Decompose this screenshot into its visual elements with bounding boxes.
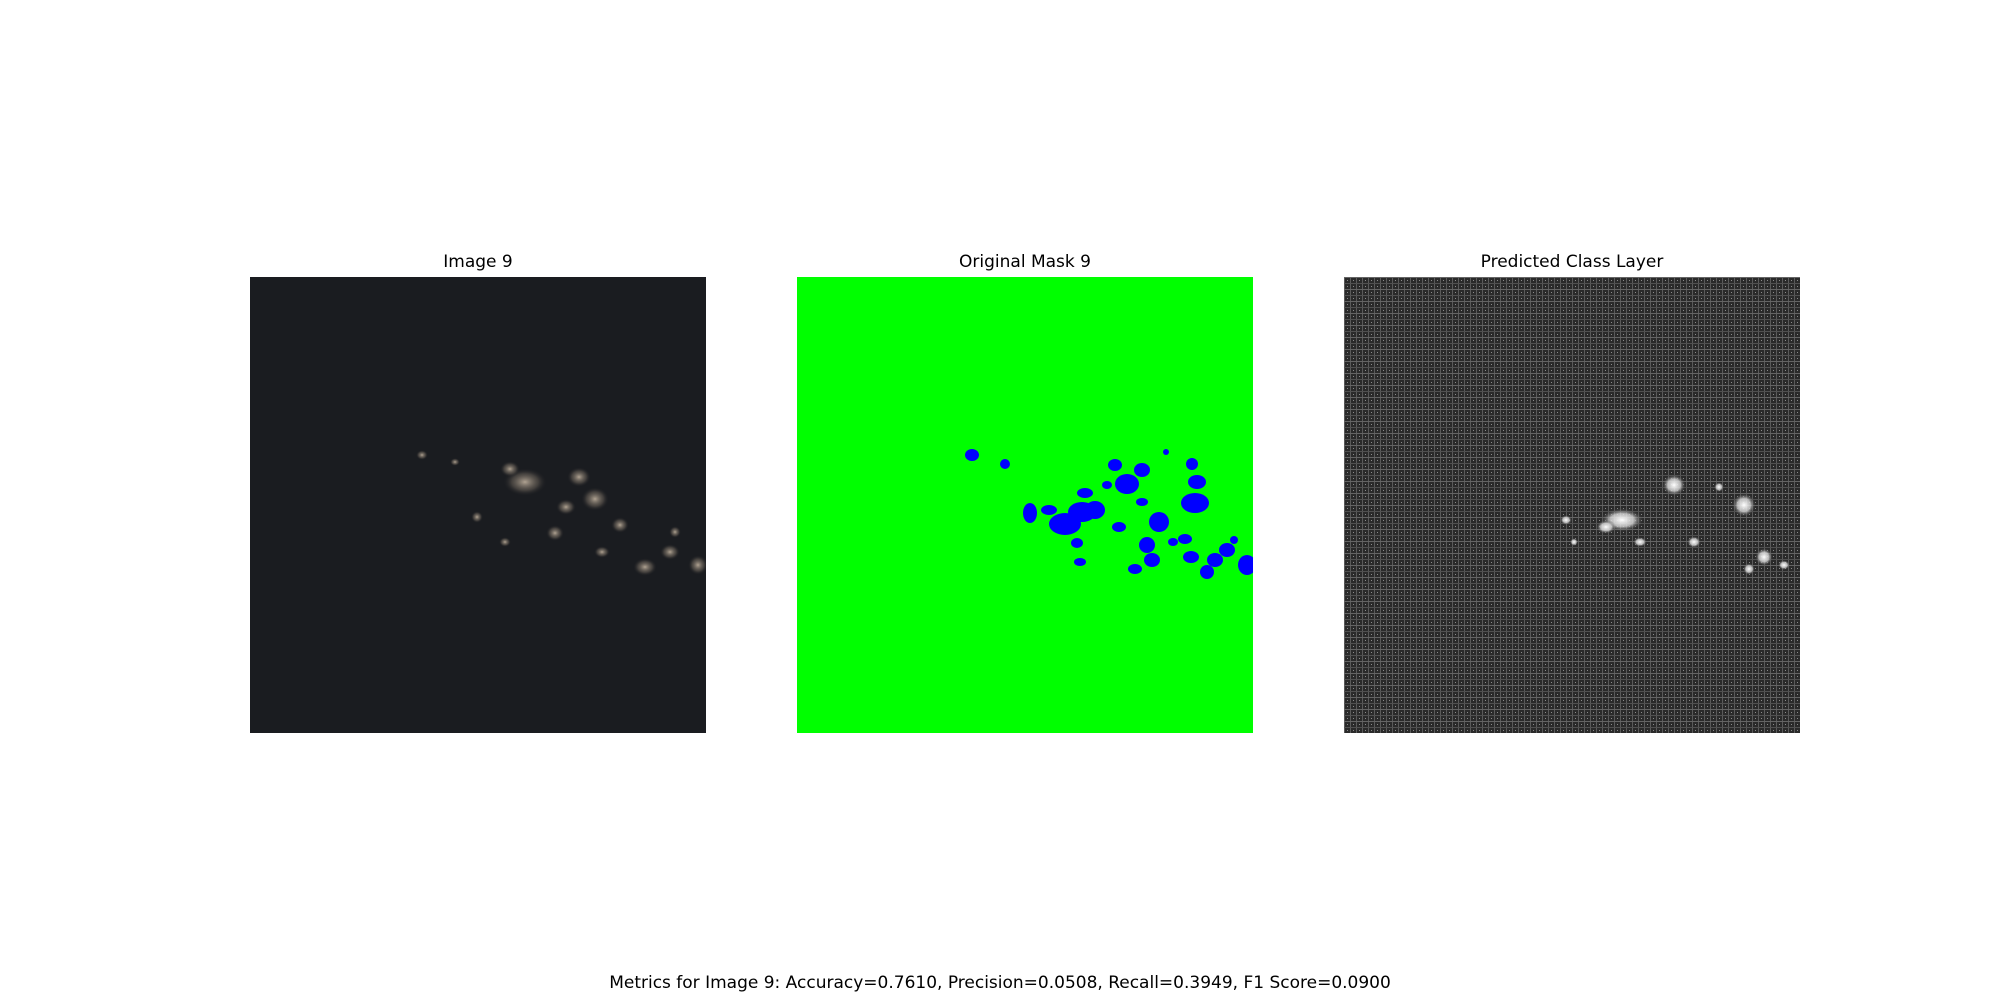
prediction-panel-title: Predicted Class Layer — [1480, 252, 1664, 272]
mask-panel-title: Original Mask 9 — [959, 252, 1091, 272]
metrics-summary: Metrics for Image 9: Accuracy=0.7610, Pr… — [609, 973, 1391, 993]
ground-truth-mask — [797, 277, 1253, 733]
satellite-image — [250, 277, 706, 733]
bright-regions — [1560, 474, 1790, 575]
satellite-image-panel — [250, 277, 706, 733]
cloud-patches — [416, 450, 706, 576]
mask-panel — [797, 277, 1253, 733]
predicted-class-layer — [1344, 277, 1800, 733]
image-panel-title: Image 9 — [443, 252, 513, 272]
mask-regions — [965, 449, 1253, 579]
prediction-panel — [1344, 277, 1800, 733]
